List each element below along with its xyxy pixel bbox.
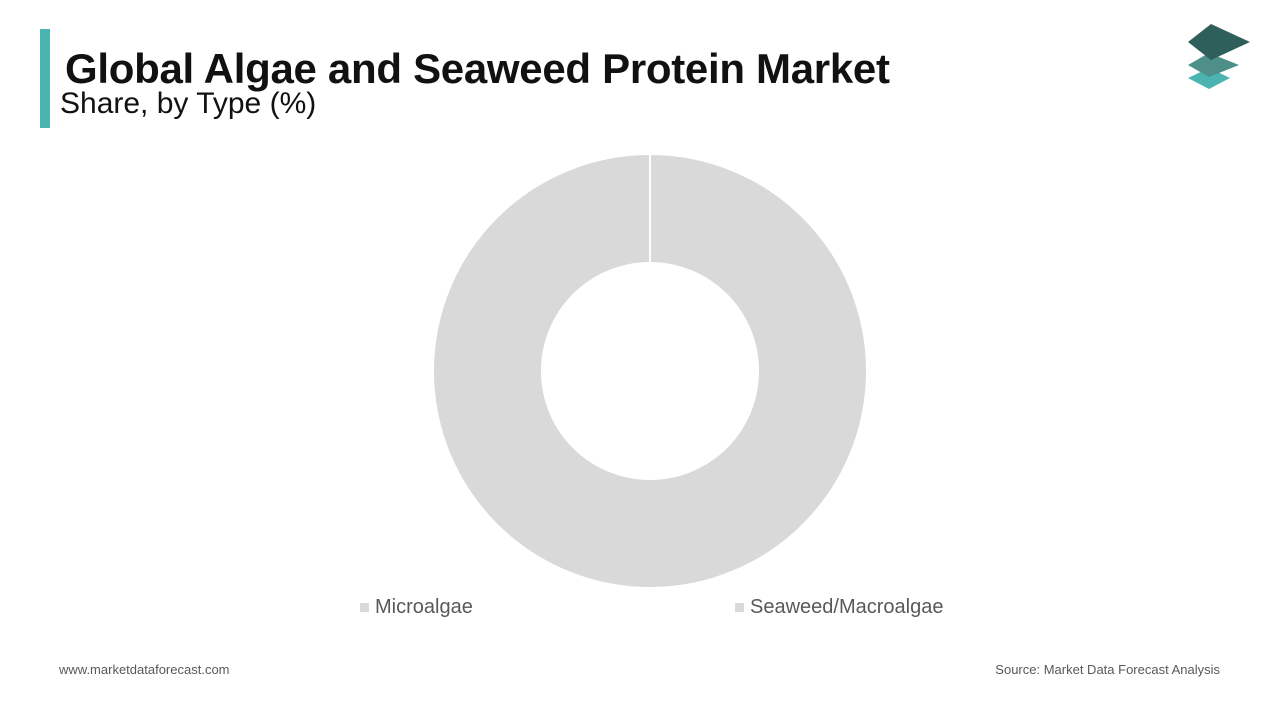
legend-swatch-microalgae (360, 602, 369, 612)
legend-label-seaweed-macroalgae: Seaweed/Macroalgae (750, 595, 944, 618)
legend-item-seaweed-macroalgae: Seaweed/Macroalgae (735, 595, 943, 619)
legend-swatch-seaweed-macroalgae (735, 602, 744, 612)
title-accent-bar (40, 29, 50, 128)
chart-title: Global Algae and Seaweed Protein Market (65, 45, 890, 92)
brand-logo (1184, 22, 1254, 94)
stacked-layers-icon (1188, 24, 1250, 89)
footer-website: www.marketdataforecast.com (59, 662, 230, 677)
footer-source: Source: Market Data Forecast Analysis (995, 662, 1220, 677)
legend-label-microalgae: Microalgae (375, 595, 473, 618)
logo-layer-middle (1188, 53, 1239, 77)
logo-layer-bottom (1188, 68, 1230, 89)
slice-seaweed-macroalgae (434, 155, 866, 587)
logo-layer-top (1188, 24, 1250, 60)
chart-subtitle: Share, by Type (%) (60, 87, 317, 120)
legend-item-microalgae: Microalgae (360, 595, 473, 619)
